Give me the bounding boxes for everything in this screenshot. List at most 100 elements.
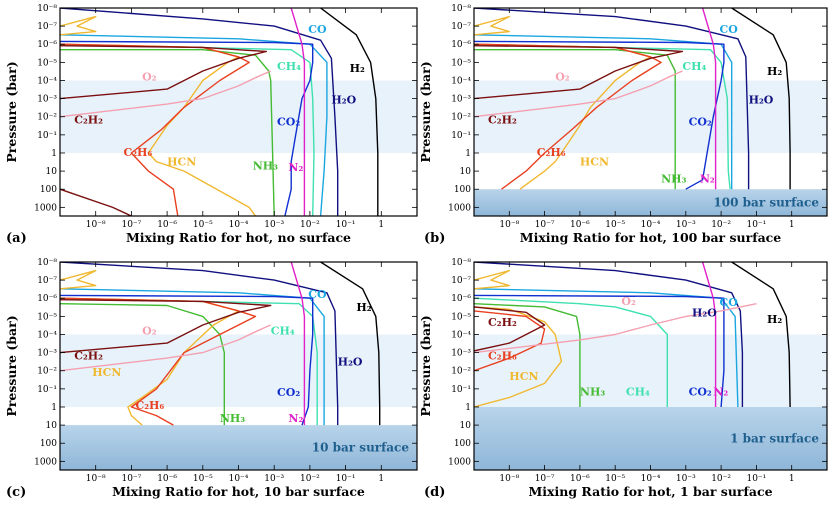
- y-axis-label: Pressure (bar): [418, 315, 433, 416]
- y-tick-label: 1000: [34, 203, 57, 213]
- y-tick-label: 10⁻⁸: [37, 258, 57, 268]
- species-label: O₂: [142, 70, 157, 83]
- y-tick-label: 1: [51, 403, 57, 413]
- series-h2o-line: [60, 8, 339, 216]
- species-label: HCN: [92, 366, 121, 379]
- y-tick-label: 10⁻⁵: [451, 58, 471, 68]
- x-tick-label: 10⁻⁶: [570, 474, 590, 484]
- y-tick-label: 10⁻¹: [451, 131, 471, 141]
- species-label: CO: [308, 23, 327, 36]
- species-label: CO₂: [277, 115, 300, 128]
- series-hcn-line: [60, 269, 97, 290]
- species-label: CH₄: [682, 60, 706, 73]
- y-tick-label: 100: [40, 439, 57, 449]
- y-tick-label: 10⁻²: [37, 113, 57, 123]
- series-hcn-line: [474, 15, 510, 36]
- species-label: CH₄: [626, 386, 650, 399]
- species-label: N₂: [288, 161, 303, 174]
- y-tick-label: 100: [454, 185, 471, 195]
- series-n2-line: [290, 8, 306, 216]
- series-c2h6-line: [474, 43, 662, 190]
- surface-region: [474, 406, 827, 470]
- series-h2-line: [731, 262, 791, 408]
- series-nh3-line: [474, 49, 676, 190]
- y-tick-label: 10⁻²: [451, 113, 471, 123]
- y-tick-label: 10⁻⁸: [451, 258, 471, 268]
- series-ch4-line: [60, 297, 318, 426]
- species-label: CH₄: [271, 324, 295, 337]
- y-tick-label: 10⁻³: [37, 95, 57, 105]
- series-h2o-line: [60, 262, 339, 426]
- y-tick-label: 10⁻⁶: [451, 40, 471, 50]
- y-tick-label: 10⁻⁸: [451, 4, 471, 14]
- species-label: C₂H₆: [123, 146, 152, 159]
- y-tick-label: 10⁻¹: [37, 385, 57, 395]
- y-tick-label: 10⁻⁴: [451, 76, 471, 86]
- x-axis-label: Mixing Ratio for hot, no surface: [126, 230, 351, 245]
- x-tick-label: 10⁻⁵: [193, 474, 213, 484]
- x-tick-label: 10⁻³: [676, 220, 696, 230]
- series-group: [474, 262, 791, 408]
- x-tick-label: 1: [378, 220, 384, 230]
- y-tick-label: 10⁻³: [37, 349, 57, 359]
- y-tick-label: 10⁻⁵: [37, 312, 57, 322]
- x-tick-label: 10⁻⁷: [535, 220, 555, 230]
- y-tick-label: 10⁻⁵: [37, 58, 57, 68]
- species-label: HCN: [509, 370, 538, 383]
- y-tick-label: 100: [40, 185, 57, 195]
- series-o2-line: [474, 303, 757, 354]
- species-label: CO: [719, 296, 738, 309]
- y-tick-label: 10⁻⁶: [37, 294, 57, 304]
- x-tick-label: 10⁻⁵: [605, 220, 625, 230]
- x-tick-label: 10⁻³: [264, 220, 284, 230]
- x-tick-label: 10⁻⁷: [535, 474, 555, 484]
- y-tick-label: 10⁻³: [451, 95, 471, 105]
- panel-a: 10⁻⁸ 10⁻⁷ 10⁻⁶ 10⁻⁵ 10⁻⁴ 10⁻³ 10⁻² 10⁻¹ 1 10⁻⁸ 10⁻…: [4, 4, 418, 246]
- species-label: CO₂: [277, 386, 300, 399]
- series-ch4-line: [474, 43, 731, 190]
- series-h2o-line: [474, 262, 744, 407]
- surface-region: [60, 425, 417, 470]
- x-tick-label: 10⁻⁶: [157, 474, 177, 484]
- y-tick-label: 10⁻²: [37, 367, 57, 377]
- species-label: H₂: [767, 313, 782, 326]
- y-tick-label: 10⁻⁵: [451, 312, 471, 322]
- species-label: C₂H₂: [488, 316, 517, 329]
- x-tick-label: 10⁻²: [300, 474, 320, 484]
- series-n2-line: [701, 8, 717, 190]
- series-c2h2-line: [60, 45, 267, 100]
- species-label: NH₃: [253, 160, 278, 173]
- series-group: [474, 8, 791, 190]
- y-axis-label: Pressure (bar): [418, 61, 433, 162]
- series-c2h6-line: [60, 297, 257, 426]
- species-label: O₂: [142, 324, 157, 337]
- x-tick-label: 10⁻⁴: [229, 474, 249, 484]
- panel-label: (b): [424, 231, 445, 246]
- cloud-band: [60, 334, 417, 407]
- x-tick-label: 10⁻⁵: [605, 474, 625, 484]
- species-label: C₂H₆: [537, 146, 566, 159]
- series-h2-line: [731, 8, 791, 190]
- species-label: NH₃: [661, 172, 686, 185]
- y-tick-label: 10⁻⁷: [451, 276, 471, 286]
- panel-d: 10⁻⁸ 10⁻⁷ 10⁻⁶ 10⁻⁵ 10⁻⁴ 10⁻³ 10⁻² 10⁻¹ 1 10⁻⁸ 10⁻…: [418, 258, 828, 500]
- x-tick-label: 10⁻³: [676, 474, 696, 484]
- species-label: NH₃: [220, 412, 245, 425]
- species-label: CO₂: [689, 386, 712, 399]
- species-label: CH₄: [277, 60, 301, 73]
- series-co2-line: [474, 294, 725, 408]
- x-tick-label: 10⁻⁸: [86, 474, 106, 484]
- x-tick-label: 10⁻⁵: [193, 220, 213, 230]
- series-co2-line: [60, 294, 314, 426]
- x-tick-label: 10⁻⁷: [121, 474, 141, 484]
- series-group: [60, 262, 381, 426]
- x-tick-label: 10⁻³: [264, 474, 284, 484]
- x-tick-label: 10⁻⁴: [641, 220, 661, 230]
- x-axis-label: Mixing Ratio for hot, 10 bar surface: [112, 484, 365, 499]
- y-tick-label: 10⁻⁴: [37, 330, 57, 340]
- series-o2-line: [474, 70, 683, 118]
- y-tick-label: 10⁻⁶: [37, 40, 57, 50]
- x-tick-label: 10⁻⁸: [86, 220, 106, 230]
- panel-b: 10⁻⁸ 10⁻⁷ 10⁻⁶ 10⁻⁵ 10⁻⁴ 10⁻³ 10⁻² 10⁻¹ 1 10⁻⁸ 10⁻…: [418, 4, 828, 246]
- x-tick-label: 1: [789, 474, 795, 484]
